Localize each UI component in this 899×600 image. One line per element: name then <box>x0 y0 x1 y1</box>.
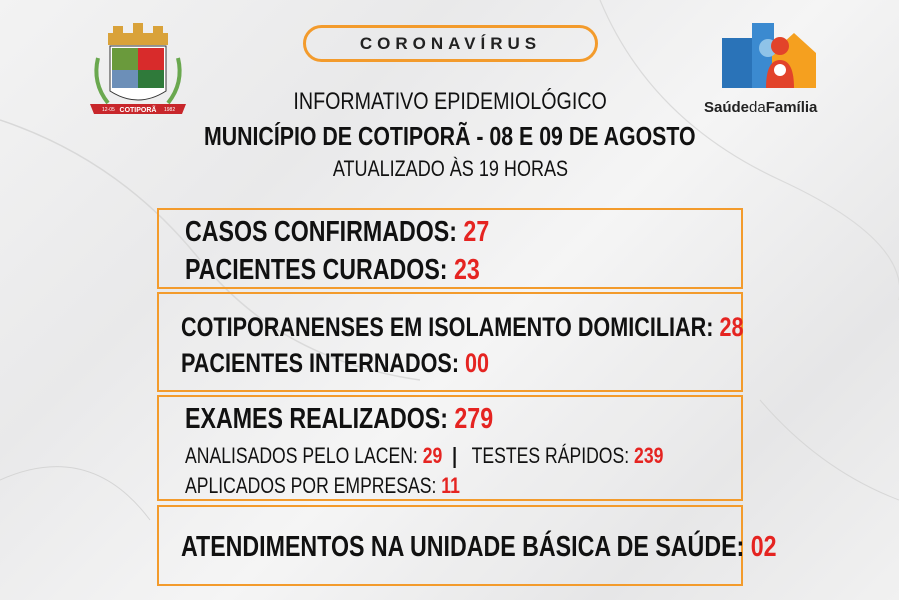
isolation-box: COTIPORANENSES EM ISOLAMENTO DOMICILIAR:… <box>157 292 743 392</box>
exams-box: EXAMES REALIZADOS: 279 ANALISADOS PELO L… <box>157 395 743 501</box>
coronavirus-badge: CORONAVÍRUS <box>303 25 598 62</box>
home-isolation: COTIPORANENSES EM ISOLAMENTO DOMICILIAR:… <box>181 312 744 342</box>
logo-text-saude: Saúde <box>704 99 750 116</box>
crest-date-left: 12-05 <box>102 107 115 113</box>
logo-text-da: da <box>749 99 766 116</box>
crest-date-right: 1982 <box>164 107 175 113</box>
logo-text-familia: Família <box>765 99 818 116</box>
subtitle: INFORMATIVO EPIDEMIOLÓGICO <box>293 88 607 115</box>
company-tests: APLICADOS POR EMPRESAS: 11 <box>185 473 460 498</box>
ubs-visits: ATENDIMENTOS NA UNIDADE BÁSICA DE SAÚDE:… <box>181 531 777 563</box>
saude-da-familia-logo: SaúdedaFamília <box>704 18 822 116</box>
hospitalized: PACIENTES INTERNADOS: 00 <box>181 348 490 378</box>
lacen-and-rapid-tests: ANALISADOS PELO LACEN: 29 | TESTES RÁPID… <box>185 443 664 468</box>
crest-name: COTIPORÃ <box>120 105 157 114</box>
cured-patients: PACIENTES CURADOS: 23 <box>185 254 480 286</box>
badge-text: CORONAVÍRUS <box>359 33 542 53</box>
updated-time: ATUALIZADO ÀS 19 HORAS <box>332 156 568 181</box>
ubs-box: ATENDIMENTOS NA UNIDADE BÁSICA DE SAÚDE:… <box>157 505 777 586</box>
exams-total: EXAMES REALIZADOS: 279 <box>185 403 494 435</box>
confirmed-cases: CASOS CONFIRMADOS: 27 <box>185 216 490 248</box>
cotipora-coat-of-arms: COTIPORÃ 12-05 1982 <box>90 23 186 114</box>
page-title: MUNICÍPIO DE COTIPORÃ - 08 E 09 DE AGOST… <box>204 121 696 151</box>
cases-box: CASOS CONFIRMADOS: 27 PACIENTES CURADOS:… <box>157 208 743 289</box>
